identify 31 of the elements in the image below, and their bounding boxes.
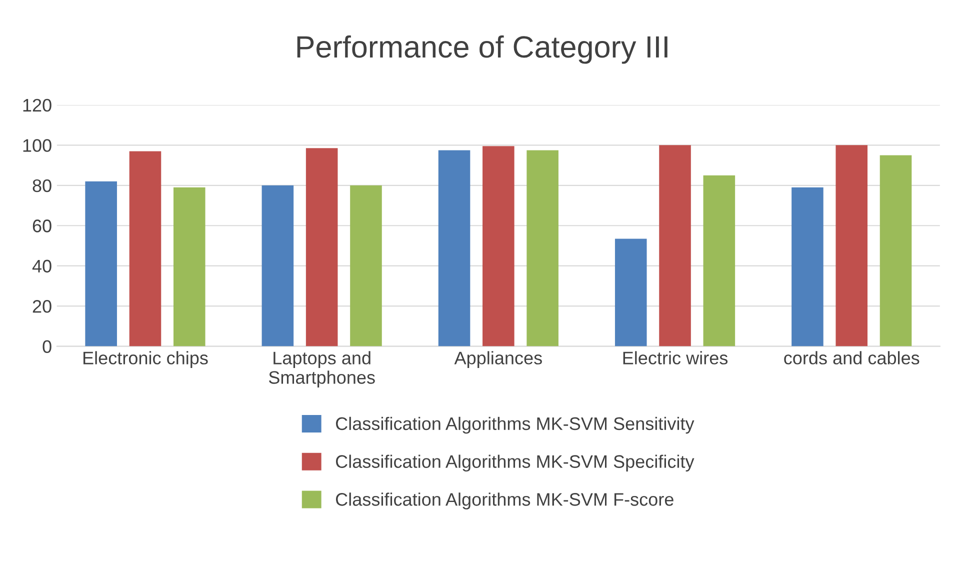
y-tick-label: 80 bbox=[32, 179, 52, 192]
y-tick-label: 40 bbox=[32, 260, 52, 273]
bar bbox=[306, 148, 338, 346]
bar bbox=[659, 145, 691, 346]
x-tick-label: Laptops and Smartphones bbox=[268, 351, 375, 388]
bar bbox=[792, 187, 824, 346]
y-tick-label: 20 bbox=[32, 300, 52, 313]
bar bbox=[85, 181, 117, 346]
x-tick-label: cords and cables bbox=[784, 351, 920, 364]
bar bbox=[129, 151, 162, 346]
bar bbox=[173, 187, 206, 346]
bar bbox=[614, 238, 647, 346]
bar bbox=[262, 185, 294, 346]
bar bbox=[526, 150, 558, 346]
y-tick-label: 0 bbox=[42, 340, 52, 354]
bar bbox=[350, 185, 382, 346]
y-tick-label: 100 bbox=[23, 139, 52, 152]
bar bbox=[703, 175, 736, 346]
x-tick-label: Electronic chips bbox=[83, 351, 208, 368]
bar bbox=[836, 145, 868, 346]
x-tick-label: Electric wires bbox=[623, 351, 728, 364]
legend-label: Classification Algorithms MK-SVM F-score bbox=[336, 492, 674, 510]
y-tick-label: 60 bbox=[32, 220, 52, 232]
y-tick-label: 120 bbox=[23, 98, 52, 112]
x-tick-label: Appliances bbox=[454, 351, 542, 368]
legend-label: Classification Algorithms MK-SVM Specificity bbox=[336, 454, 694, 472]
bar bbox=[880, 155, 912, 346]
bar bbox=[438, 150, 470, 346]
legend-label: Classification Algorithms MK-SVM Sensitivity bbox=[336, 416, 694, 434]
bar bbox=[482, 146, 514, 346]
chart-title: Performance of Category III bbox=[297, 35, 668, 64]
